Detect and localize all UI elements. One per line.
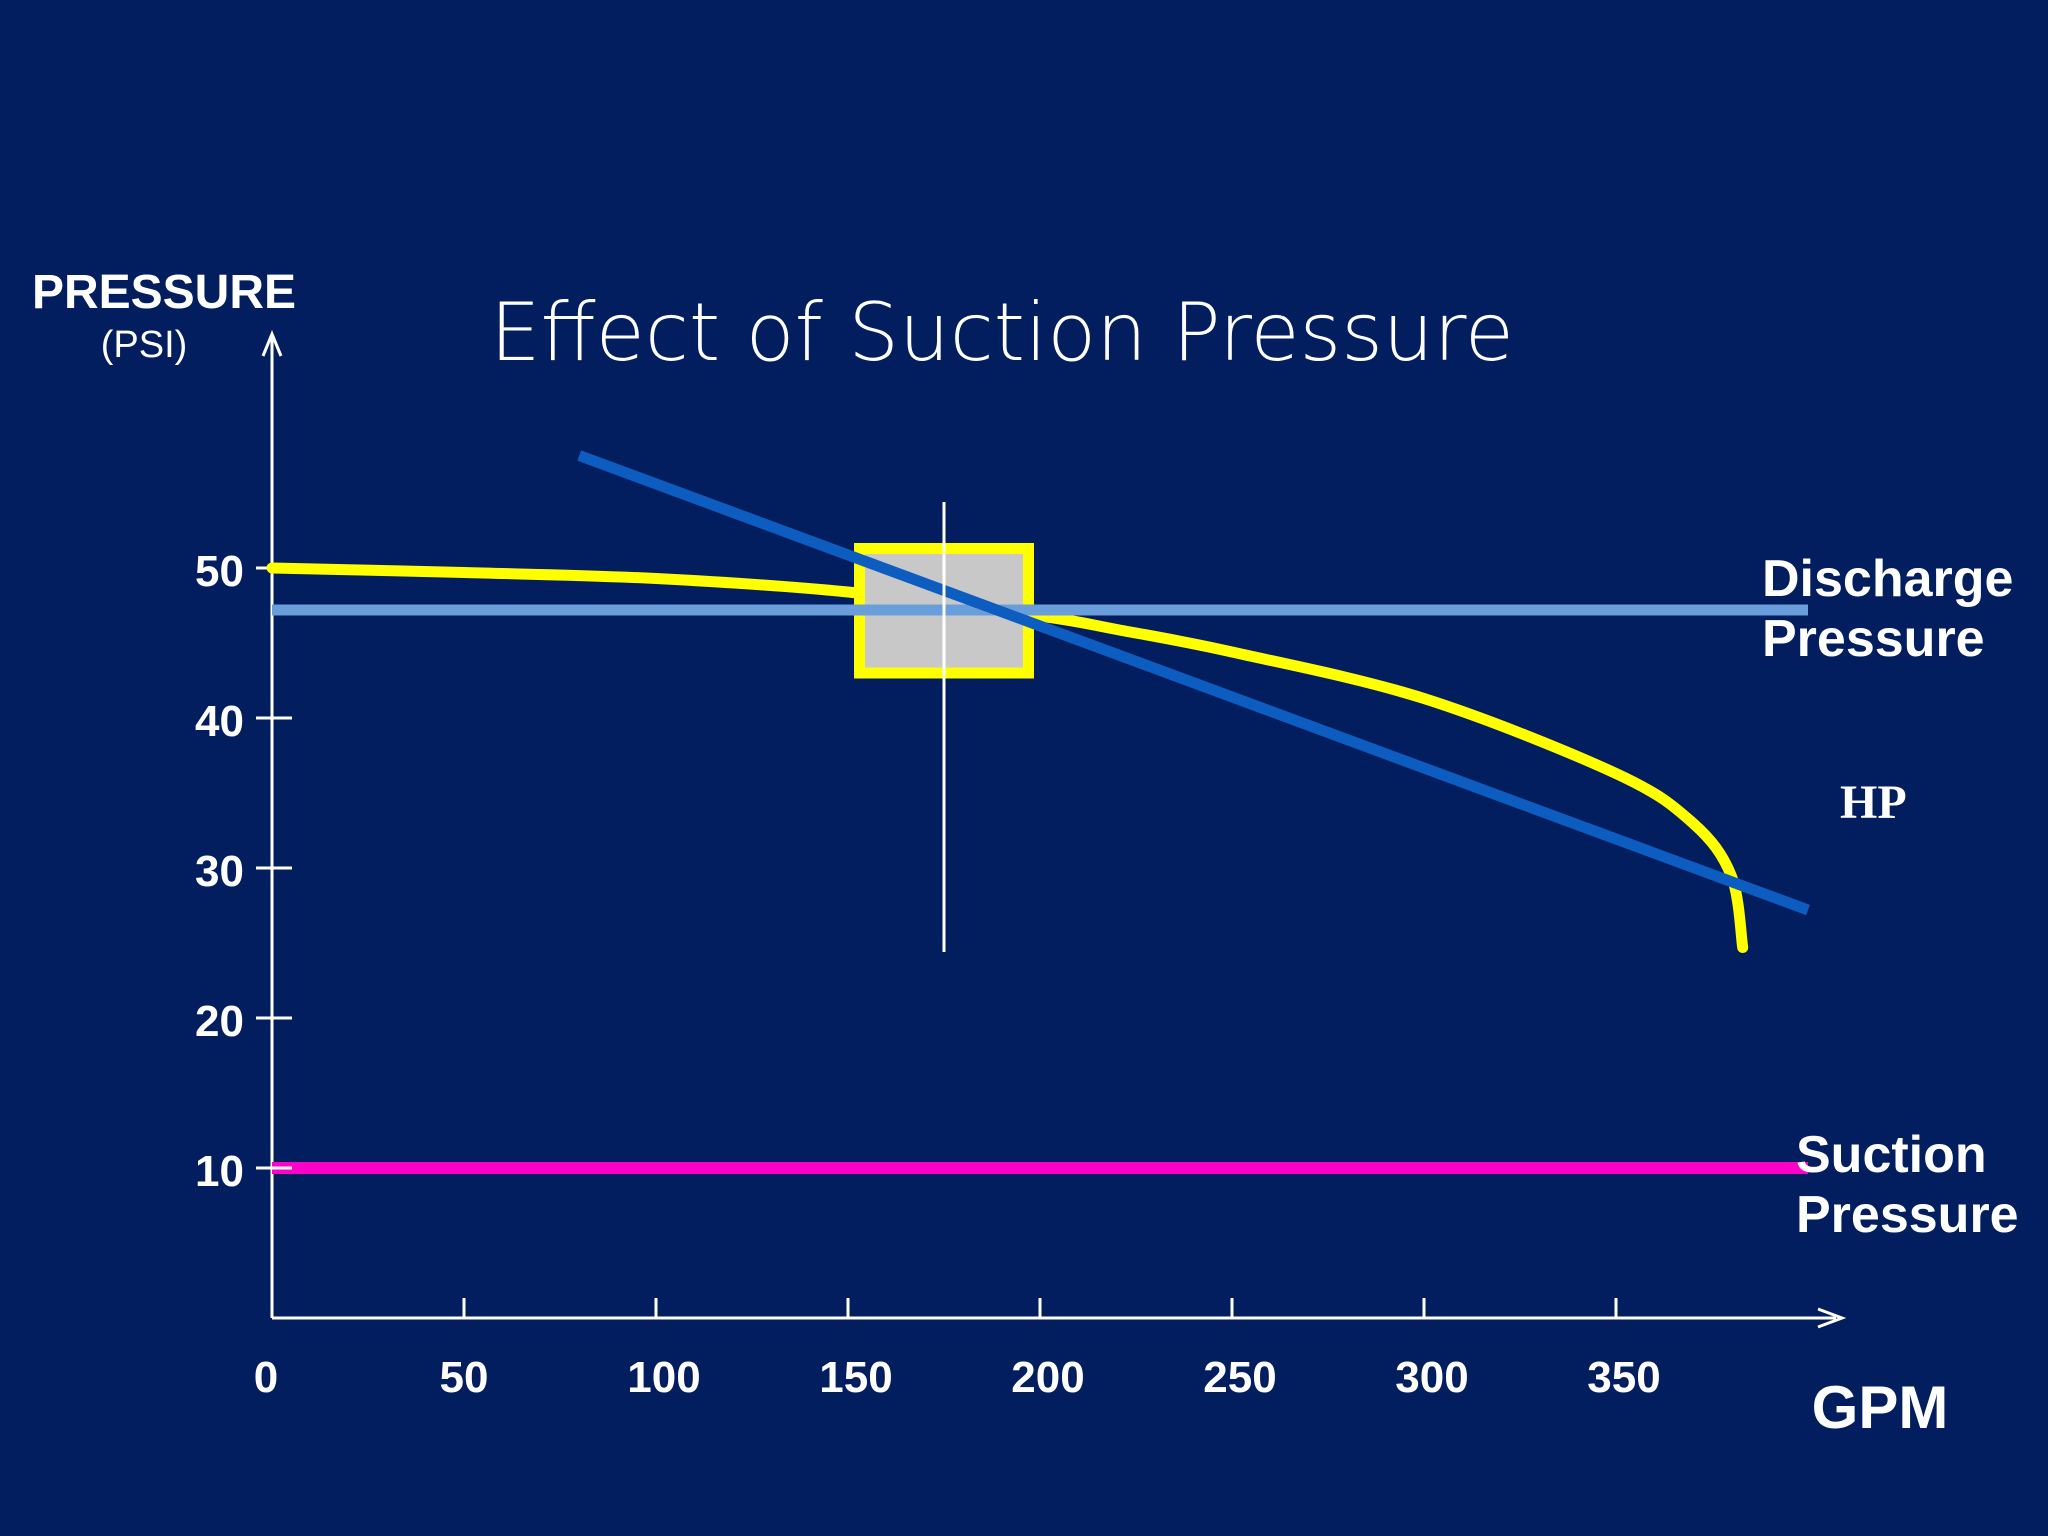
hp-label: HP xyxy=(1840,776,1907,829)
pump-curve-line xyxy=(266,562,1749,953)
suction-pressure-label-line1: Suction xyxy=(1796,1126,1987,1184)
y-axis-arrow xyxy=(261,330,283,357)
y-tick-label: 40 xyxy=(195,697,244,746)
discharge-pressure-label-line1: Discharge xyxy=(1762,550,2013,608)
x-tick-label: 350 xyxy=(1587,1353,1660,1402)
x-axis-arrow xyxy=(1817,1307,1847,1329)
x-tick-label: 300 xyxy=(1395,1353,1468,1402)
discharge-pressure-label-line2: Pressure xyxy=(1762,610,1985,668)
chart-title: Effect of Suction Pressure xyxy=(490,286,1514,379)
x-tick-label: 50 xyxy=(440,1353,489,1402)
x-tick-label: 200 xyxy=(1011,1353,1084,1402)
y-tick-label: 50 xyxy=(195,547,244,596)
y-tick-label: 30 xyxy=(195,847,244,896)
x-tick-label: 100 xyxy=(627,1353,700,1402)
x-tick-label: 150 xyxy=(819,1353,892,1402)
suction-pressure-label-line2: Pressure xyxy=(1796,1186,2019,1244)
y-tick-label: 20 xyxy=(195,997,244,1046)
x-tick-label: 250 xyxy=(1203,1353,1276,1402)
hp-line xyxy=(577,450,1810,916)
y-axis-unit: (PSI) xyxy=(101,324,188,366)
x-axis-label: GPM xyxy=(1812,1374,1949,1441)
x-tick-label: 0 xyxy=(254,1353,278,1402)
y-axis-label: PRESSURE xyxy=(32,266,296,319)
y-tick-label: 10 xyxy=(195,1147,244,1196)
